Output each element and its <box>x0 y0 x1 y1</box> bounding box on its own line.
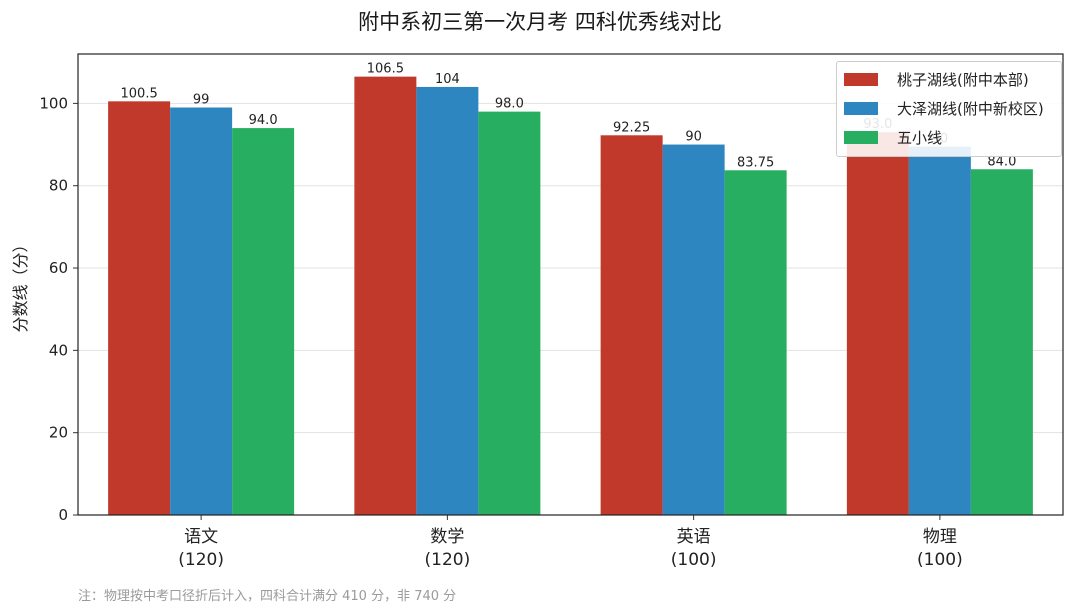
legend-item: 桃子湖线(附中本部) <box>837 65 1061 94</box>
x-tick-label: 物理 <box>923 527 957 547</box>
legend-label: 大泽湖线(附中新校区) <box>897 100 1044 118</box>
bar <box>662 144 725 515</box>
x-tick-label: 语文 <box>184 527 218 547</box>
bar <box>724 170 787 515</box>
legend-item: 大泽湖线(附中新校区) <box>837 94 1061 123</box>
y-tick-label: 20 <box>49 424 68 442</box>
y-tick-label: 80 <box>49 177 68 195</box>
legend-swatch <box>844 131 878 144</box>
bar-value-label: 106.5 <box>367 62 404 77</box>
legend-swatch <box>844 73 878 86</box>
bar <box>600 135 663 515</box>
x-tick-label: (100) <box>671 550 717 570</box>
plot-frame <box>77 53 1064 516</box>
bar <box>170 107 233 516</box>
x-tick-label: 数学 <box>430 527 464 547</box>
bar <box>232 128 295 515</box>
chart-title: 附中系初三第一次月考 四科优秀线对比 <box>358 10 722 34</box>
bar <box>846 132 909 515</box>
y-tick-label: 60 <box>49 259 68 277</box>
bar-value-label: 98.0 <box>495 97 524 112</box>
legend-label: 五小线 <box>897 129 943 147</box>
y-tick-label: 100 <box>39 94 68 112</box>
bar <box>108 101 171 515</box>
bar <box>908 146 971 515</box>
legend-item: 五小线 <box>837 123 1061 152</box>
footnote: 注：物理按中考口径折后计入，四科合计满分 410 分，非 740 分 <box>78 589 457 604</box>
y-axis-label: 分数线（分） <box>11 236 30 332</box>
bar-value-label: 94.0 <box>249 113 278 128</box>
bar-value-label: 104 <box>435 72 460 87</box>
bar <box>416 86 479 515</box>
x-tick-label: (120) <box>178 550 224 570</box>
x-tick-label: 英语 <box>677 527 711 547</box>
bar <box>354 76 417 515</box>
bar-value-label: 90 <box>685 130 702 145</box>
bar <box>478 111 541 515</box>
x-tick-label: (100) <box>917 550 963 570</box>
x-tick-label: (120) <box>425 550 471 570</box>
legend-swatch <box>844 102 878 115</box>
bar <box>970 169 1033 515</box>
legend-label: 桃子湖线(附中本部) <box>897 71 1029 89</box>
chart-legend: 桃子湖线(附中本部) 大泽湖线(附中新校区) 五小线 <box>836 61 1062 157</box>
y-tick-label: 0 <box>58 506 68 524</box>
bar-value-label: 92.25 <box>613 120 650 135</box>
bar-value-label: 100.5 <box>121 86 158 101</box>
bar-value-label: 99 <box>193 93 210 108</box>
y-tick-label: 40 <box>49 341 68 359</box>
bar-value-label: 84.0 <box>987 154 1016 169</box>
bar-value-label: 83.75 <box>737 155 774 170</box>
